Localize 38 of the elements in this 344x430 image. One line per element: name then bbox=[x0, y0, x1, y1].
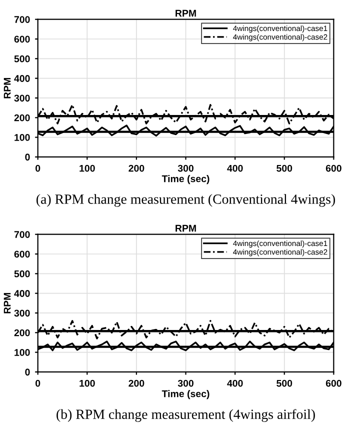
y-tick-label: 0 bbox=[25, 368, 30, 376]
x-tick-label: 600 bbox=[326, 164, 342, 172]
y-tick-label: 600 bbox=[14, 250, 30, 258]
x-tick-label: 500 bbox=[276, 380, 292, 387]
y-tick-label: 200 bbox=[14, 329, 30, 336]
x-tick-label: 500 bbox=[276, 164, 292, 172]
x-tick-label: 0 bbox=[36, 164, 40, 172]
chart-title: RPM bbox=[176, 10, 196, 17]
x-tick-label: 600 bbox=[326, 380, 342, 387]
x-axis-title: Time (sec) bbox=[162, 175, 210, 184]
y-tick-label: 300 bbox=[14, 94, 30, 102]
y-tick-label: 200 bbox=[14, 114, 30, 122]
x-tick-label: 300 bbox=[178, 380, 194, 387]
x-tick-label: 400 bbox=[227, 164, 243, 172]
x-tick-label: 100 bbox=[80, 380, 95, 387]
y-tick-label: 500 bbox=[14, 55, 30, 62]
y-tick-label: 700 bbox=[14, 16, 30, 23]
x-tick-label: 0 bbox=[36, 380, 40, 387]
y-tick-label: 0 bbox=[25, 154, 30, 161]
y-axis-title: RPM bbox=[4, 78, 11, 98]
x-tick-label: 100 bbox=[80, 164, 95, 172]
x-tick-label: 300 bbox=[178, 164, 194, 172]
y-tick-label: 300 bbox=[14, 310, 30, 317]
y-axis-title: RPM bbox=[4, 293, 11, 314]
text: (a) RPM change measurement (Conventional 4wings) bbox=[36, 194, 335, 207]
y-tick-label: 700 bbox=[14, 231, 30, 238]
y-tick-label: 400 bbox=[14, 290, 30, 297]
chart-title: RPM bbox=[176, 224, 196, 232]
x-tick-label: 200 bbox=[128, 164, 144, 172]
x-tick-label: 400 bbox=[227, 380, 243, 387]
y-tick-label: 400 bbox=[14, 75, 30, 82]
x-axis-title: Time (sec) bbox=[162, 390, 210, 400]
text: (b) RPM change measurement (4wings airfoil) bbox=[56, 409, 315, 422]
y-tick-label: 100 bbox=[14, 134, 30, 141]
y-tick-label: 500 bbox=[14, 270, 30, 278]
x-tick-label: 200 bbox=[128, 380, 144, 387]
y-tick-label: 100 bbox=[14, 349, 30, 356]
y-tick-label: 600 bbox=[14, 36, 30, 43]
